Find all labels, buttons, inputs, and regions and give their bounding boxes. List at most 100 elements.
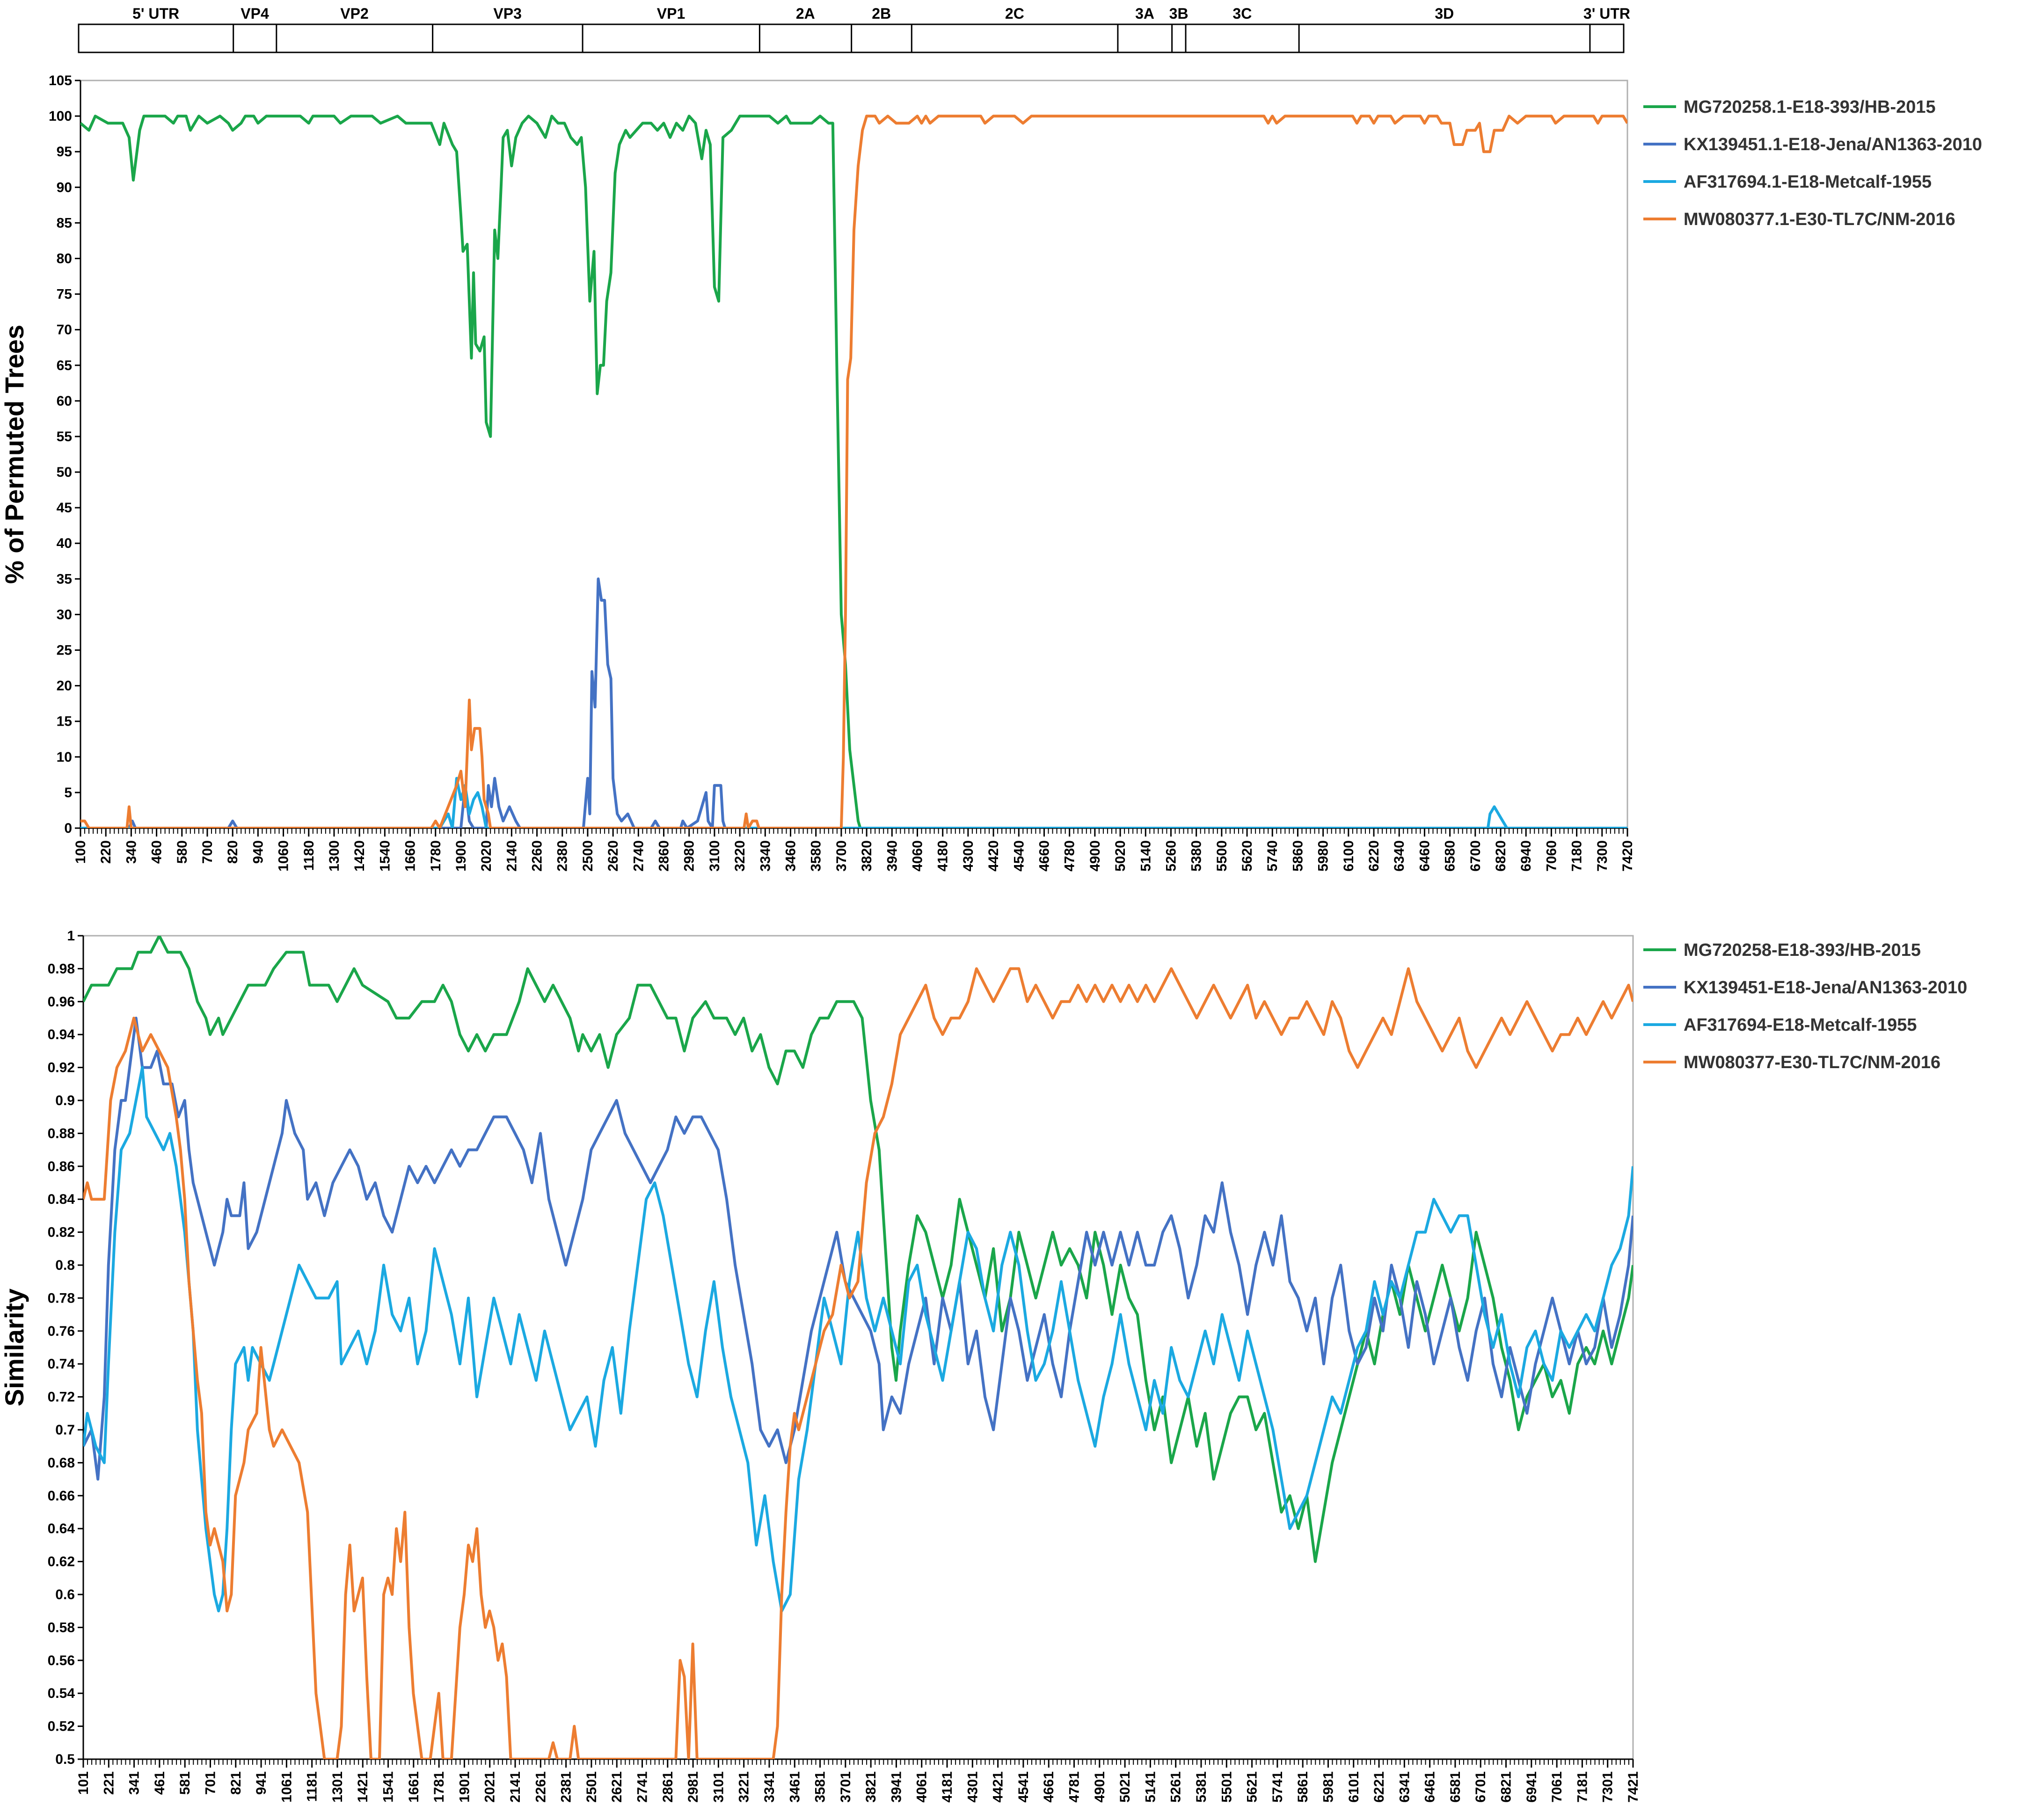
x-tick-label: 7300 [1595, 840, 1610, 872]
x-tick-label: 3220 [732, 840, 748, 872]
x-tick-label: 6220 [1366, 840, 1382, 872]
x-tick-label: 2980 [682, 840, 697, 872]
y-tick-label: 0.9 [55, 1093, 75, 1108]
x-tick-label: 4901 [1092, 1771, 1108, 1803]
y-tick-label: 95 [57, 144, 72, 160]
x-tick-label: 2501 [584, 1771, 599, 1803]
series-line-cyan [83, 1066, 1633, 1613]
y-axis-label: % of Permuted Trees [0, 325, 29, 584]
x-tick-label: 6701 [1473, 1771, 1488, 1803]
x-tick-label: 2860 [656, 840, 672, 872]
y-tick-label: 0.5 [55, 1752, 75, 1767]
x-tick-label: 580 [175, 840, 190, 864]
x-tick-label: 7060 [1544, 840, 1559, 872]
y-tick-label: 105 [49, 73, 72, 88]
y-tick-label: 70 [57, 322, 72, 338]
x-tick-label: 4181 [940, 1771, 955, 1803]
x-tick-label: 820 [225, 840, 241, 864]
x-tick-label: 2381 [559, 1771, 574, 1803]
x-tick-label: 1420 [352, 840, 367, 872]
x-tick-label: 4780 [1062, 840, 1078, 872]
series-line-blue [83, 1017, 1633, 1481]
x-tick-label: 6461 [1422, 1771, 1438, 1803]
x-tick-label: 1781 [431, 1771, 447, 1803]
y-tick-label: 0.8 [55, 1258, 75, 1273]
y-tick-label: 0.88 [48, 1126, 75, 1141]
y-tick-label: 50 [57, 465, 72, 480]
y-tick-label: 0.68 [48, 1455, 75, 1471]
x-tick-label: 2981 [685, 1771, 701, 1803]
x-tick-label: 1660 [403, 840, 418, 872]
x-tick-label: 6341 [1397, 1771, 1412, 1803]
x-tick-label: 3340 [758, 840, 773, 872]
x-tick-label: 6581 [1448, 1771, 1463, 1803]
x-tick-label: 3460 [783, 840, 799, 872]
y-tick-label: 75 [57, 287, 72, 302]
x-tick-label: 3700 [834, 840, 849, 872]
x-tick-label: 2261 [533, 1771, 548, 1803]
y-tick-label: 25 [57, 643, 72, 658]
x-tick-label: 1900 [453, 840, 469, 872]
x-tick-label: 220 [98, 840, 114, 864]
series-line-green [80, 115, 1627, 828]
x-tick-label: 6821 [1499, 1771, 1514, 1803]
x-tick-label: 4180 [935, 840, 951, 872]
x-tick-label: 821 [228, 1771, 244, 1795]
y-tick-label: 0.54 [48, 1686, 75, 1701]
x-tick-label: 1061 [279, 1771, 294, 1803]
y-tick-label: 0.98 [48, 961, 75, 976]
x-tick-label: 6101 [1346, 1771, 1362, 1803]
y-tick-label: 0.52 [48, 1719, 75, 1734]
x-tick-label: 2141 [508, 1771, 523, 1803]
x-tick-label: 5261 [1168, 1771, 1184, 1803]
y-tick-label: 0.64 [48, 1521, 75, 1536]
x-tick-label: 5980 [1316, 840, 1331, 872]
y-tick-label: 1 [67, 928, 75, 944]
genome-region-label: 3' UTR [1583, 5, 1630, 22]
y-tick-label: 0.96 [48, 994, 75, 1010]
x-tick-label: 581 [177, 1771, 193, 1795]
x-tick-label: 7181 [1575, 1771, 1590, 1803]
x-tick-label: 341 [127, 1771, 142, 1795]
x-tick-label: 3580 [809, 840, 824, 872]
genome-region-label: VP3 [493, 5, 521, 22]
x-tick-label: 700 [200, 840, 215, 864]
x-tick-label: 5021 [1117, 1771, 1133, 1803]
bootscan-chart: 0 5 10 15 20 25 30 35 40 45 50 55 60 65 70 75 80 85 90 95 10… [0, 73, 1982, 872]
x-tick-label: 4660 [1036, 840, 1052, 872]
y-tick-label: 0 [64, 821, 72, 836]
x-tick-label: 5860 [1290, 840, 1305, 872]
x-tick-label: 4060 [910, 840, 925, 872]
y-tick-label: 100 [49, 109, 72, 124]
y-tick-label: 65 [57, 358, 72, 373]
x-tick-label: 6940 [1518, 840, 1534, 872]
x-tick-label: 5741 [1270, 1771, 1285, 1803]
y-tick-label: 0.58 [48, 1620, 75, 1635]
series-line-cyan [80, 777, 1627, 828]
x-tick-label: 4661 [1041, 1771, 1057, 1803]
legend-entry: MW080377.1-E30-TL7C/NM-2016 [1684, 210, 1955, 229]
x-tick-label: 1421 [355, 1771, 371, 1803]
x-tick-label: 1060 [276, 840, 292, 872]
legend-entry: MW080377-E30-TL7C/NM-2016 [1684, 1053, 1940, 1072]
y-tick-label: 10 [57, 750, 72, 765]
y-tick-label: 20 [57, 678, 72, 694]
x-tick-label: 4540 [1011, 840, 1027, 872]
x-tick-label: 2740 [631, 840, 646, 872]
x-tick-label: 7180 [1569, 840, 1585, 872]
legend-entry: AF317694.1-E18-Metcalf-1955 [1684, 172, 1932, 192]
x-tick-label: 3101 [711, 1771, 726, 1803]
x-tick-label: 2140 [504, 840, 519, 872]
simplot-chart: 0.5 0.52 0.54 0.56 0.58 0.6 0.62 0.64 0.66 0.68 0.… [0, 928, 1967, 1803]
x-tick-label: 2380 [555, 840, 570, 872]
x-tick-label: 5500 [1214, 840, 1230, 872]
x-tick-label: 4900 [1087, 840, 1103, 872]
genome-region-label: 2B [872, 5, 891, 22]
x-tick-label: 1901 [457, 1771, 472, 1803]
x-tick-label: 101 [76, 1771, 91, 1795]
x-tick-label: 5260 [1163, 840, 1179, 872]
genome-region-label: 3D [1435, 5, 1454, 22]
x-tick-label: 7301 [1600, 1771, 1616, 1803]
x-tick-label: 1780 [428, 840, 444, 872]
x-tick-label: 5381 [1194, 1771, 1209, 1803]
